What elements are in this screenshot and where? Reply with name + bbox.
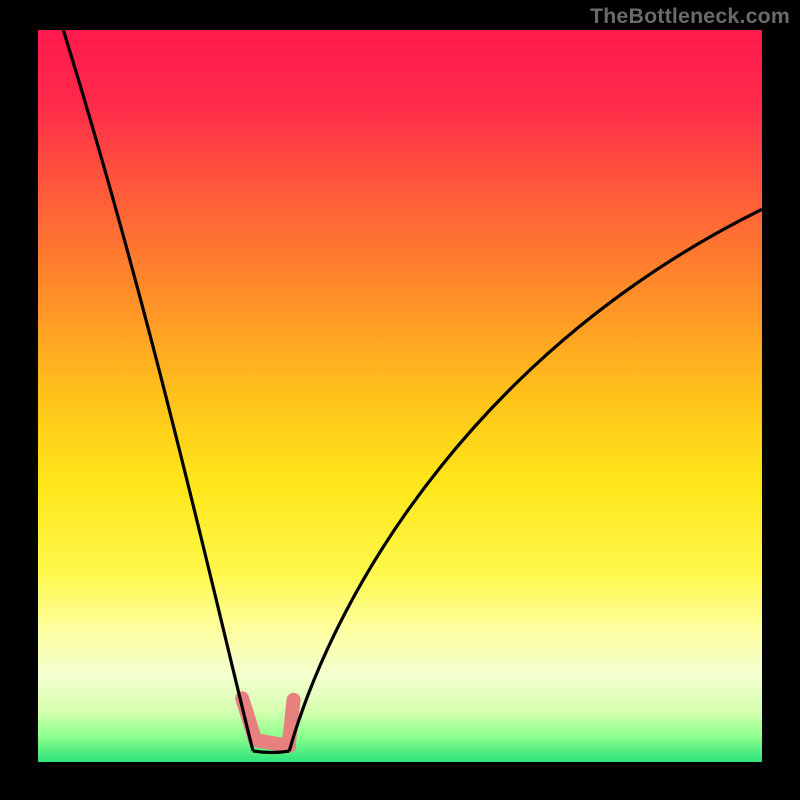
curve-valley-floor <box>253 751 289 753</box>
curve-layer <box>38 30 762 762</box>
plot-area <box>38 30 762 762</box>
chart-stage: TheBottleneck.com <box>0 0 800 800</box>
watermark-text: TheBottleneck.com <box>590 4 790 29</box>
curve-right-branch <box>289 209 762 751</box>
curve-left-branch <box>63 30 253 751</box>
